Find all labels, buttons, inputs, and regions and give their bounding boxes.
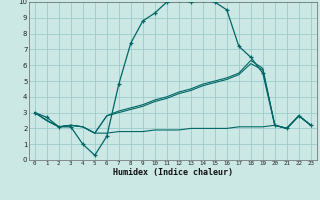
X-axis label: Humidex (Indice chaleur): Humidex (Indice chaleur) (113, 168, 233, 177)
